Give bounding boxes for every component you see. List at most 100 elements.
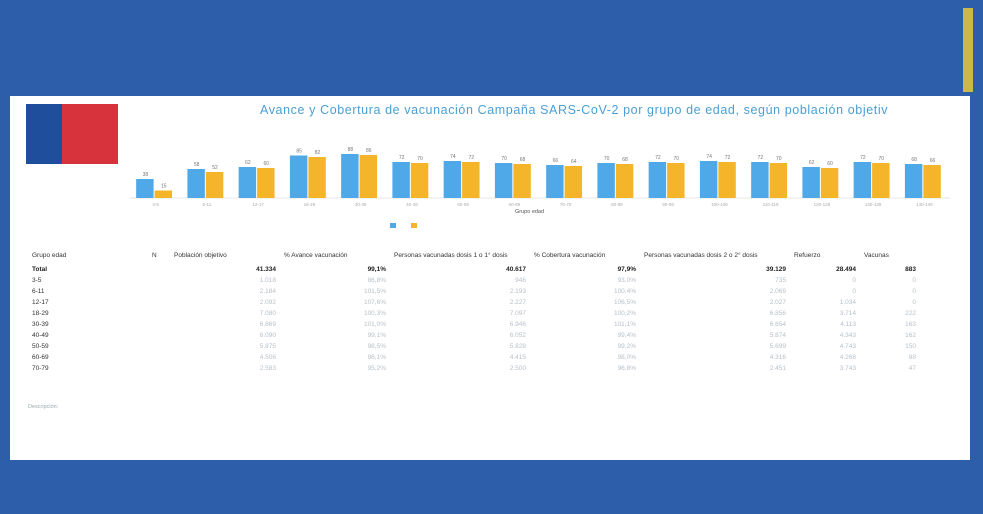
table-cell-group: 18-29	[32, 310, 49, 317]
bar-value-label: 72	[725, 155, 731, 161]
table-cell-ref: 1.034	[839, 299, 856, 306]
table-cell-pop: 2.184	[259, 288, 276, 295]
bar-series-1	[751, 162, 769, 198]
bar-value-label: 88	[348, 147, 354, 153]
table-cell-n	[148, 352, 170, 363]
bar-series-1	[289, 155, 308, 198]
legend-swatch-series-2	[410, 223, 417, 229]
table-cell-d2: 2.027	[769, 299, 786, 306]
table-cell-n	[148, 363, 170, 374]
x-tick-label: 100-109	[711, 202, 728, 207]
table-cell-d2: 2.451	[769, 365, 786, 372]
bar-series-2	[513, 164, 531, 198]
legend-swatch-series-1	[390, 223, 396, 229]
table-row: 3-5 1.018 86,8% 946 93,0% 735 0 0	[28, 275, 920, 286]
column-header: Vacunas	[864, 251, 889, 259]
table-cell-ref: 4.268	[839, 354, 856, 361]
x-tick-label: 50-59	[457, 202, 469, 207]
bar-series-2	[257, 168, 275, 198]
table-cell-n	[148, 286, 170, 297]
table-cell-cov: 101,1%	[613, 321, 636, 328]
table-row: 6-11 2.184 101,5% 2.193 100,4% 2.069 0 0	[28, 286, 920, 297]
table-cell-adv: 101,0%	[363, 321, 386, 328]
table-cell-vac: 88	[908, 354, 916, 361]
bar-value-label: 66	[930, 158, 936, 164]
table-cell-ref: 0	[852, 288, 856, 295]
table-cell-vac: 163	[905, 321, 916, 328]
bar-series-1	[904, 164, 923, 198]
column-header: Personas vacunadas dosis 1 o 1° dosis	[394, 251, 508, 259]
table-cell-vac: 0	[912, 288, 916, 295]
bar-value-label: 58	[194, 162, 200, 168]
table-cell-group: 50-59	[32, 343, 49, 350]
bar-series-1	[392, 162, 410, 198]
bar-value-label: 15	[161, 184, 167, 190]
bar-value-label: 74	[706, 154, 712, 160]
column-header: Personas vacunadas dosis 2 o 2° dosis	[644, 251, 758, 259]
table-cell-cov: 93,0%	[617, 277, 636, 284]
bar-value-label: 86	[366, 148, 372, 154]
x-tick-label: 3-5	[152, 202, 159, 207]
bar-series-2	[205, 172, 224, 198]
table-cell-ref: 4.743	[839, 343, 856, 350]
bar-value-label: 62	[245, 160, 251, 166]
table-cell-d1: 7.097	[509, 310, 526, 317]
bar-value-label: 72	[469, 155, 475, 161]
table-cell-adv: 99,1%	[367, 266, 386, 273]
table-cell-pop: 1.018	[259, 277, 276, 284]
x-tick-label: 6-11	[203, 202, 212, 207]
column-header: % Cobertura vacunación	[534, 251, 606, 259]
x-tick-label: 70-79	[560, 202, 572, 207]
table-cell-group: 30-39	[32, 321, 49, 328]
table-cell-n	[148, 341, 170, 352]
bar-value-label: 70	[417, 156, 423, 162]
table-cell-ref: 4.113	[840, 321, 856, 328]
table-row: 40-49 6.090 99,1% 6.052 99,4% 5.874 4.343 162	[28, 330, 920, 341]
x-tick-label: 90-99	[662, 202, 674, 207]
table-row: 50-59 5.875 98,5% 5.828 99,2% 5.699 4.743 150	[28, 341, 920, 352]
table-cell-d2: 5.874	[769, 332, 786, 339]
table-cell-d2: 735	[775, 277, 786, 284]
table-cell-cov: 99,4%	[617, 332, 636, 339]
table-cell-pop: 4.506	[259, 354, 276, 361]
table-header-row: Grupo edad N Población objetivo % Avance va…	[28, 246, 920, 264]
x-tick-label: 12-17	[252, 202, 264, 207]
table-cell-d2: 2.069	[769, 288, 786, 295]
table-cell-pop: 5.875	[259, 343, 276, 350]
table-cell-adv: 98,5%	[367, 343, 386, 350]
table-cell-pop: 41.334	[256, 266, 276, 273]
bar-value-label: 72	[860, 155, 866, 161]
bar-value-label: 60	[827, 161, 833, 167]
table-cell-n	[148, 275, 170, 286]
bar-value-label: 64	[571, 159, 577, 165]
x-tick-label: 30-39	[355, 202, 367, 207]
table-cell-adv: 100,3%	[363, 310, 386, 317]
bar-value-label: 72	[758, 155, 764, 161]
table-cell-vac: 162	[905, 332, 916, 339]
chart-legend	[390, 223, 420, 229]
vaccination-bar-chart: 38 15 3-5 58 52 6-11 62 60 12-17 85 82 18-29 88 86 30-…	[130, 147, 950, 207]
table-cell-d1: 5.828	[509, 343, 526, 350]
bar-value-label: 70	[501, 156, 507, 162]
table-cell-ref: 3.714	[839, 310, 856, 317]
table-cell-ref: 4.343	[839, 332, 856, 339]
table-cell-group: 40-49	[32, 332, 49, 339]
x-tick-label: 60-69	[509, 202, 521, 207]
bottom-blue-band	[0, 460, 983, 514]
bar-series-1	[648, 162, 667, 198]
bar-series-1	[494, 163, 513, 198]
table-cell-group: Total	[32, 266, 48, 273]
bar-series-1	[238, 167, 257, 198]
top-band-edge	[963, 8, 973, 92]
coverage-table: Grupo edad N Población objetivo % Avance va…	[28, 246, 920, 374]
bar-series-1	[136, 179, 154, 198]
bar-series-2	[308, 157, 326, 198]
notes-heading: Descripción:	[28, 404, 59, 410]
table-cell-d1: 2.193	[509, 288, 526, 295]
table-cell-cov: 98,0%	[617, 354, 636, 361]
x-tick-label: 120-129	[814, 202, 831, 207]
table-row: 18-29 7.080 100,3% 7.097 100,2% 6.856 3.714 222	[28, 308, 920, 319]
table-body: Total 41.334 99,1% 40.617 97,9% 39.129 28.494 8…	[28, 264, 920, 374]
bar-series-1	[699, 161, 718, 198]
bar-series-1	[187, 169, 205, 198]
